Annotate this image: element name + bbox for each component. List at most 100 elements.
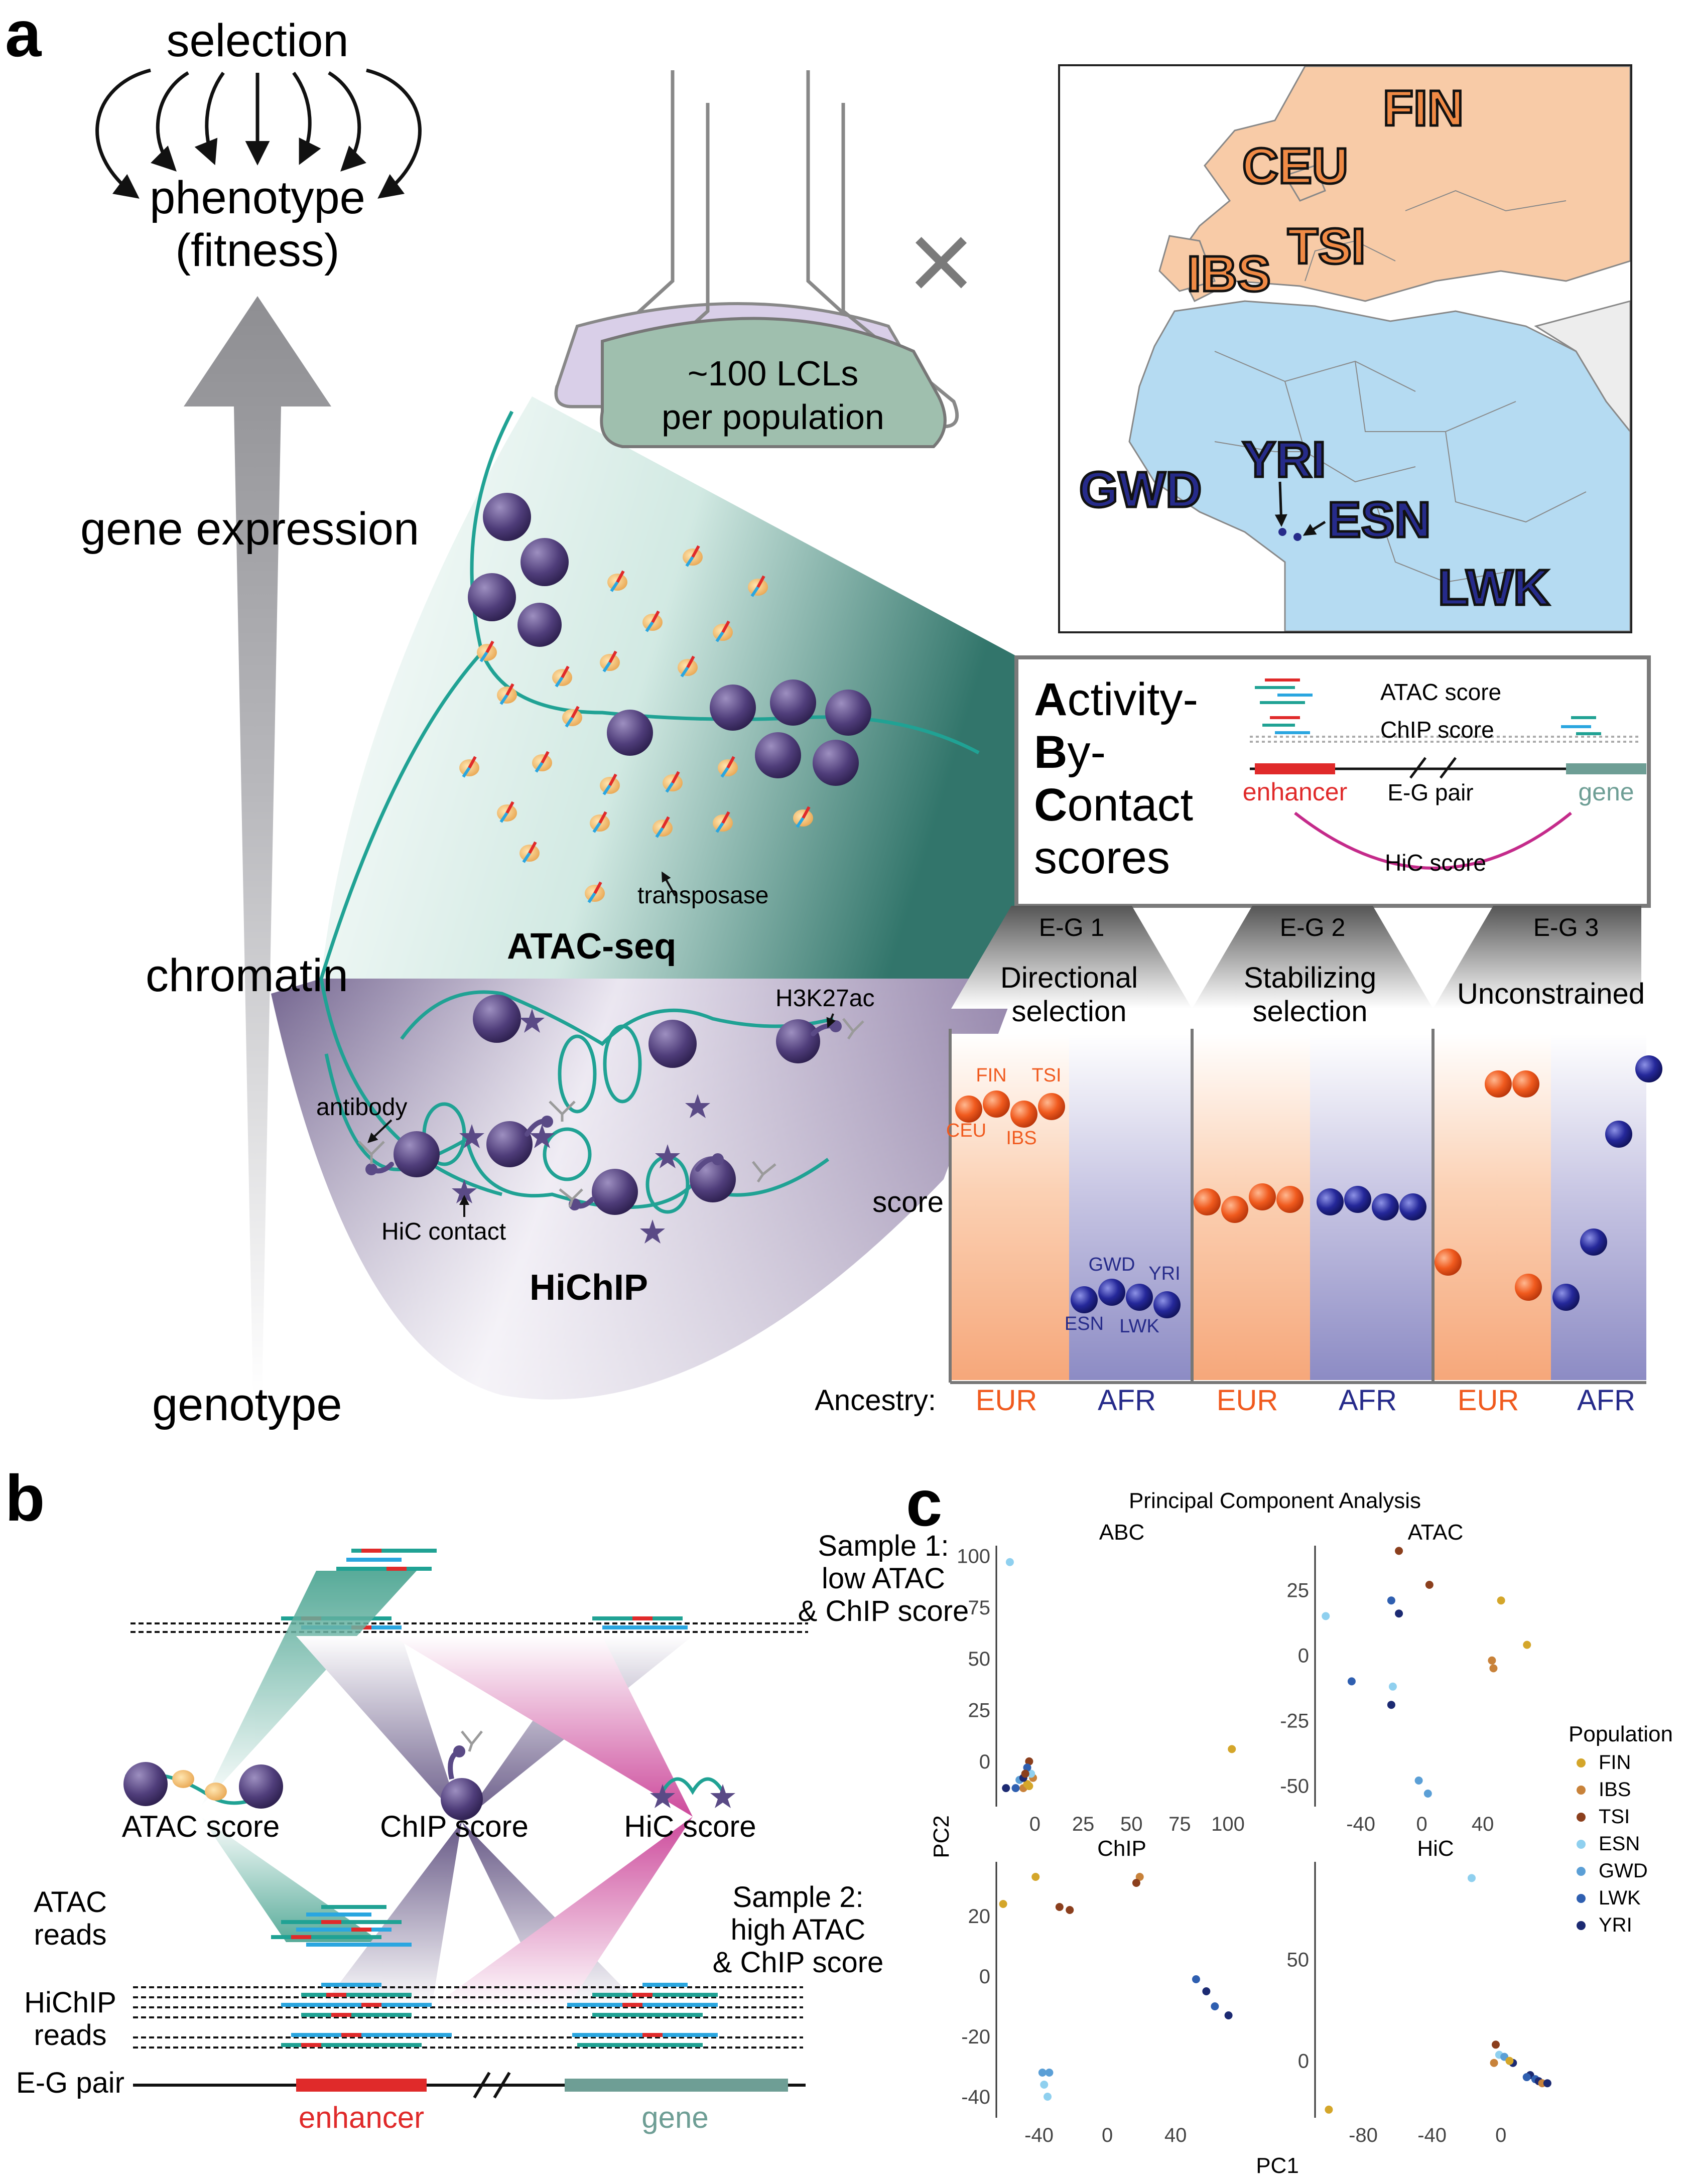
y-tick-label: -25	[1280, 1710, 1309, 1732]
point-lwk	[1522, 2073, 1531, 2082]
point-fin	[1325, 2105, 1333, 2114]
dot-label-fin: FIN	[976, 1065, 1006, 1086]
facet-title: ChIP	[1097, 1836, 1146, 1861]
ancestry-eur-3: EUR	[1458, 1384, 1519, 1417]
y-tick-label: 0	[1298, 2051, 1309, 2073]
eg1-tab: E-G 1	[1039, 913, 1105, 941]
dot-label-ceu: CEU	[946, 1120, 986, 1141]
y-tick-label: 0	[1298, 1645, 1309, 1667]
atac-reads-line2: reads	[34, 1919, 106, 1951]
sample1-line1: Sample 1:	[818, 1530, 949, 1562]
point-esn	[1468, 1874, 1476, 1882]
dot-label-tsi: TSI	[1031, 1065, 1061, 1086]
y-tick-label: -40	[961, 2086, 990, 2108]
facet-title: ABC	[1099, 1520, 1144, 1545]
pca-facet-chip: ChIP -40 0 40 -40 -20 0 20	[961, 1836, 1233, 2146]
x-tick-label: -40	[1024, 2124, 1054, 2146]
point-lwk	[1387, 1596, 1395, 1605]
ancestry-label: Ancestry:	[815, 1384, 936, 1417]
eg2-line1: Stabilizing	[1244, 962, 1376, 994]
point-yri	[1395, 1609, 1403, 1618]
y-tick-label: 100	[957, 1545, 990, 1567]
pca-facet-hic: HiC -80 -40 0 0 50	[1287, 1836, 1551, 2146]
score-label: score	[872, 1186, 944, 1218]
panel-a-label: a	[5, 0, 42, 70]
point-fin	[1031, 1873, 1040, 1881]
hic-contact-label: HiC contact	[381, 1218, 506, 1245]
hichip-title: HiChIP	[530, 1268, 648, 1308]
map-label-ceu: CEU	[1242, 138, 1348, 194]
point-esn	[1005, 1558, 1014, 1566]
genotype-label: genotype	[152, 1379, 342, 1430]
abc-atac-score: ATAC score	[1380, 679, 1501, 705]
abc-box: Activity- By- Contact scores ATAC score …	[1014, 655, 1651, 908]
sample2-line1: Sample 2:	[732, 1881, 863, 1914]
y-tick-label: 25	[968, 1700, 991, 1722]
point-ibs	[1489, 1664, 1498, 1673]
point-yri	[1002, 1784, 1010, 1793]
dot-label-lwk: LWK	[1119, 1316, 1159, 1337]
x-tick-label: 0	[1495, 2124, 1506, 2146]
sample2-line2: high ATAC	[731, 1914, 866, 1946]
point-tsi	[1025, 1757, 1033, 1765]
selection-label: selection	[166, 15, 348, 66]
pca-legend: Population FIN IBS TSI ESN GWD LWK YRI	[1569, 1722, 1673, 1936]
dot-label-ibs: IBS	[1006, 1128, 1036, 1149]
abc-gene-label: gene	[1578, 778, 1634, 806]
point-lwk	[1211, 2002, 1219, 2010]
point-gwd	[1414, 1777, 1423, 1785]
pca-facet-atac: ATAC -40 0 40 -50 -25 0 25	[1280, 1520, 1531, 1835]
point-fin	[1497, 1596, 1505, 1605]
genotype-to-phenotype-arrow	[184, 296, 331, 1395]
legend-swatch	[1577, 1786, 1586, 1795]
point-esn	[1044, 2093, 1052, 2101]
x-tick-label: -40	[1417, 2124, 1447, 2146]
point-yri	[1543, 2079, 1551, 2088]
eg1-line1: Directional	[1000, 962, 1138, 994]
dot-label-gwd: GWD	[1089, 1254, 1135, 1275]
map-label-yri: YRI	[1242, 432, 1326, 488]
selection-arrows	[95, 68, 422, 199]
abc-title-line1: Activity-	[1034, 674, 1198, 725]
y-tick-label: 50	[968, 1648, 991, 1670]
b-gene-label: gene	[641, 2101, 708, 2134]
y-tick-label: 0	[979, 1966, 990, 1988]
point-gwd	[1045, 2069, 1054, 2077]
point-fin	[1523, 1641, 1531, 1649]
phenotype-label: phenotype	[150, 172, 365, 223]
hichip-reads-line2: reads	[34, 2019, 106, 2052]
pca-xlabel: PC1	[1256, 2153, 1299, 2178]
chromatin-cone	[271, 396, 1019, 1400]
point-lwk	[1011, 1784, 1020, 1793]
x-tick-label: 100	[1211, 1813, 1245, 1835]
legend-item-fin: FIN	[1599, 1751, 1631, 1773]
point-tsi	[1066, 1906, 1074, 1914]
dot-label-esn: ESN	[1065, 1313, 1104, 1334]
eg3-tab: E-G 3	[1533, 913, 1599, 941]
x-tick-label: 0	[1416, 1813, 1427, 1835]
panel-b: b Sample 1: low ATAC & ChIP score	[5, 1461, 969, 2134]
ancestry-afr-3: AFR	[1577, 1384, 1635, 1417]
map-label-tsi: TSI	[1287, 218, 1366, 275]
eg1-line2: selection	[1012, 995, 1127, 1028]
facet-title: ATAC	[1408, 1520, 1464, 1545]
panel-c-label: c	[906, 1466, 942, 1540]
map-label-ibs: IBS	[1187, 246, 1271, 302]
point-esn	[1388, 1682, 1397, 1691]
pca-ylabel: PC2	[929, 1815, 954, 1858]
cross-symbol: ×	[907, 197, 975, 326]
y-tick-label: 20	[968, 1905, 991, 1928]
hichip-reads-line1: HiChIP	[24, 1986, 116, 2019]
point-lwk	[1023, 1763, 1031, 1772]
ancestry-afr-1: AFR	[1098, 1384, 1156, 1417]
legend-item-gwd: GWD	[1599, 1860, 1648, 1882]
point-gwd	[1038, 2069, 1047, 2077]
point-tsi	[1425, 1581, 1434, 1589]
eg2-line2: selection	[1253, 995, 1368, 1028]
legend-item-ibs: IBS	[1599, 1779, 1631, 1801]
pca-facets: ABC 0 25 50 75 100 0 25 50 75 100 ATAC -40 0 40 -50 -25 0…	[957, 1520, 1551, 2146]
abc-title-line4: scores	[1034, 832, 1170, 883]
map-label-fin: FIN	[1383, 80, 1464, 136]
point-tsi	[1492, 2040, 1500, 2049]
